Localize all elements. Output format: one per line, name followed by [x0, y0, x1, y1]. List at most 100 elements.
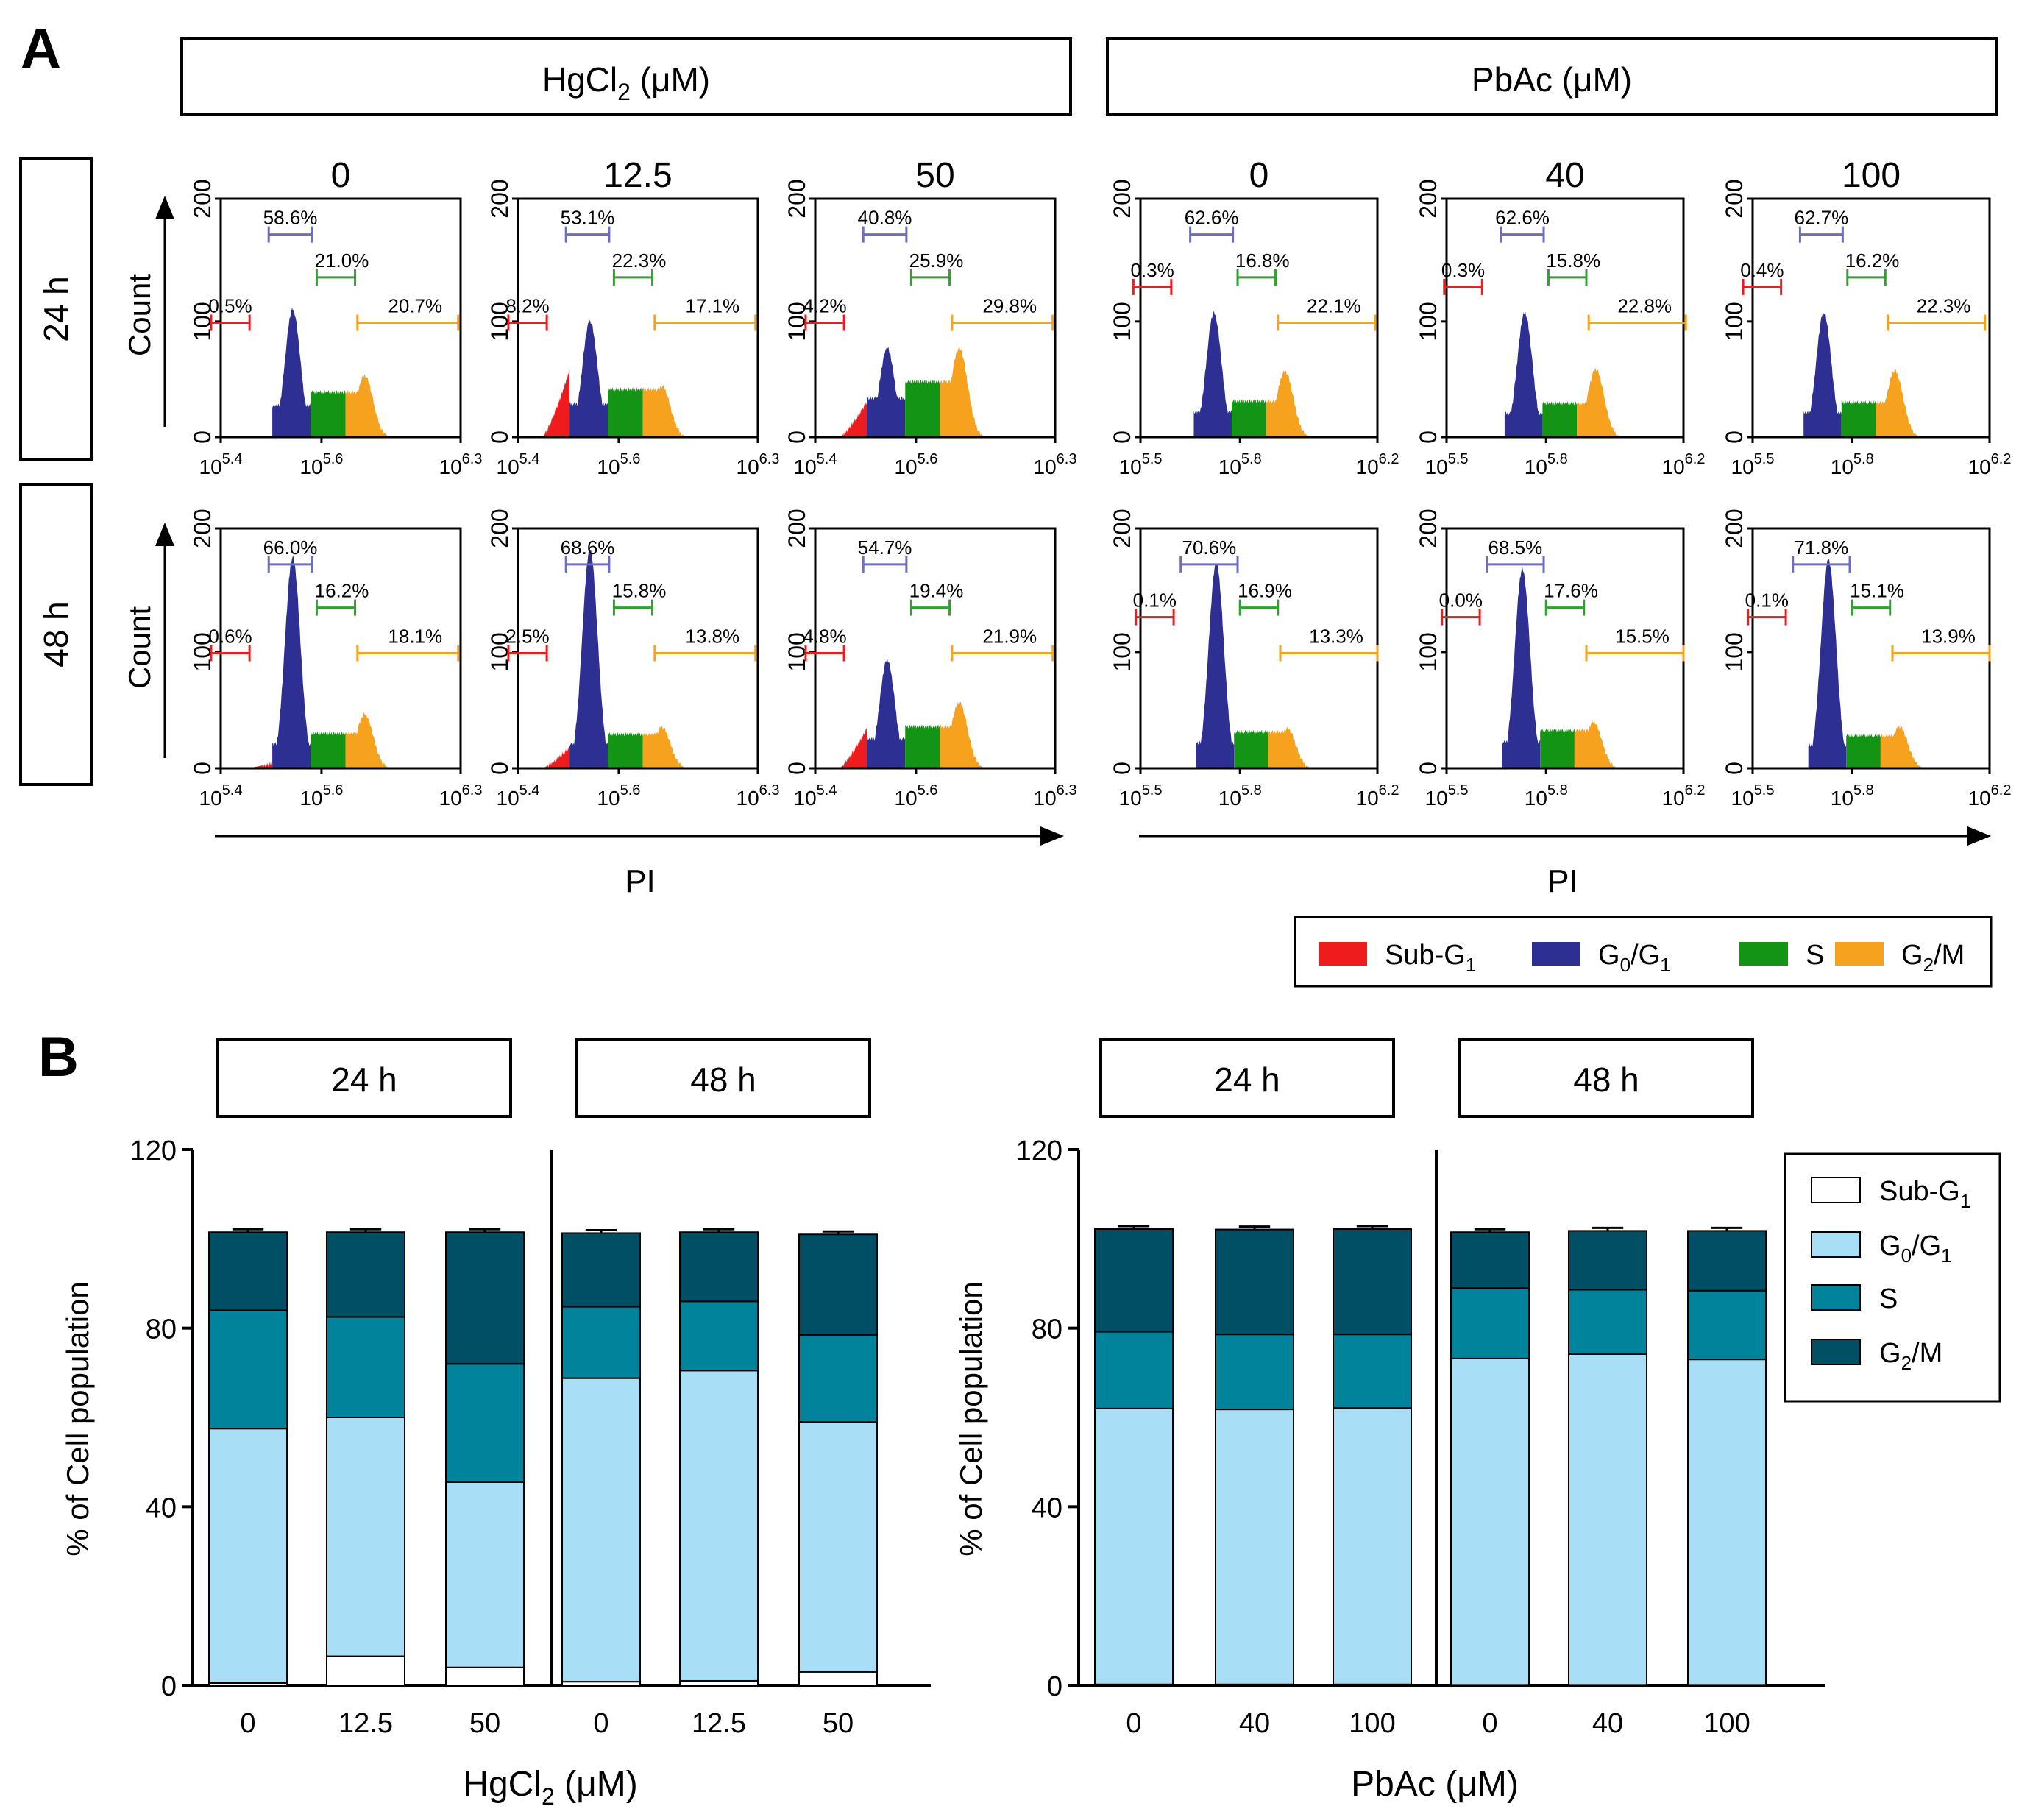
y-tick-label: 100 [1721, 302, 1747, 341]
hist-area-s [608, 732, 643, 768]
legend-item-s-swatch [1739, 942, 1788, 966]
bar-segment-g2m [1568, 1230, 1647, 1291]
bar-segment-s [1333, 1334, 1412, 1409]
x-tick-base: 10 [439, 456, 462, 478]
gate-percent-sub-g1: 0.6% [208, 626, 252, 648]
x-tick-label: 0 [240, 1708, 255, 1739]
x-tick-exponent: 5.4 [222, 451, 243, 467]
x-tick-base: 10 [1831, 456, 1853, 478]
x-tick-label: 105.8 [1831, 451, 1874, 478]
x-axis-title: PbAc (μM) [1351, 1765, 1519, 1804]
x-tick-label: 106.2 [1662, 782, 1706, 810]
legend-text: G [1598, 940, 1620, 971]
x-tick-base: 10 [1119, 456, 1142, 478]
bar-segment-g2m [1094, 1228, 1174, 1333]
bar-segment-g2m [798, 1233, 878, 1336]
x-tick-base: 10 [737, 456, 759, 478]
histogram-frame [1751, 197, 1991, 439]
bar-segment-g0g1-swatch [1811, 1231, 1861, 1258]
gate-percent-s: 16.2% [315, 580, 369, 602]
bar-segment-sub-g1-swatch [1811, 1177, 1861, 1203]
y-tick-label: 100 [1109, 632, 1135, 671]
x-axis-title: HgCl2 (μM) [463, 1765, 637, 1810]
gate-percent-s: 19.4% [909, 580, 964, 602]
x-tick-label: 105.8 [1525, 451, 1568, 478]
bar-segment-g0g1 [1450, 1357, 1530, 1686]
x-tick-base: 10 [299, 456, 322, 478]
legend-item-g2m-label: G2/M [1901, 940, 1965, 976]
time-header-label: 48 h [1573, 1061, 1639, 1099]
bar-segment-g0g1 [1687, 1359, 1767, 1686]
histogram-frame [1139, 197, 1379, 439]
hist-area-g2m [345, 712, 389, 768]
hist-area-s [1234, 729, 1268, 768]
bar-segment-g2m [1215, 1228, 1294, 1336]
x-tick-exponent: 5.6 [918, 782, 938, 799]
row-label: 48 h [37, 601, 75, 668]
legend-text: /G [1912, 1231, 1941, 1261]
hist-area-s [1846, 734, 1881, 768]
histogram-frame [1445, 197, 1685, 439]
x-tick-exponent: 5.6 [918, 451, 938, 467]
x-axis-title-unit: (μM) [1436, 1765, 1519, 1804]
bar-segment-g0g1 [1568, 1353, 1647, 1686]
legend-text: /M [1934, 940, 1965, 971]
bar-segment-s [679, 1300, 759, 1372]
y-tick-label: 0 [1109, 431, 1135, 444]
x-tick-base: 10 [1034, 787, 1057, 810]
gate-percent-g0g1: 71.8% [1795, 537, 1849, 559]
legend-text: /G [1631, 940, 1660, 971]
gate-percent-sub-g1: 8.2% [505, 294, 549, 316]
y-axis-label-count: Count [122, 274, 157, 356]
legend-subscript: 1 [1960, 1190, 1970, 1212]
group-header-box [180, 37, 1072, 116]
x-tick-label: 105.6 [597, 451, 640, 478]
y-tick-label: 80 [146, 1314, 177, 1345]
x-tick-exponent: 6.3 [759, 782, 780, 799]
bar-segment-g0g1 [561, 1377, 641, 1683]
hist-area-s [311, 390, 346, 437]
x-tick-label: 105.5 [1731, 782, 1775, 810]
histogram-frame [219, 197, 462, 439]
x-tick-base: 10 [1831, 787, 1853, 810]
gate-percent-g2m: 29.8% [982, 294, 1037, 316]
histogram-frame [517, 197, 759, 439]
hist-area-sub-g1 [542, 746, 570, 768]
x-tick-exponent: 5.8 [1241, 782, 1262, 799]
x-tick-label: 105.6 [597, 782, 640, 810]
bar-segment-g2m [561, 1232, 641, 1308]
x-tick-base: 10 [794, 787, 817, 810]
x-tick-base: 10 [199, 456, 222, 478]
y-tick-label: 0 [784, 762, 810, 775]
legend-text: G [1901, 940, 1923, 971]
gate-percent-g2m: 22.3% [1917, 294, 1971, 316]
x-axis-label-pi: PI [625, 863, 656, 899]
x-tick-label: 106.3 [737, 451, 780, 478]
x-axis-label-pi: PI [1547, 863, 1578, 899]
x-tick-base: 10 [597, 787, 620, 810]
x-tick-label: 105.6 [299, 782, 343, 810]
x-tick-label: 105.4 [794, 782, 837, 810]
y-tick-label: 100 [1415, 302, 1441, 341]
x-tick-label: 12.5 [338, 1708, 393, 1739]
gate-percent-s: 16.2% [1845, 249, 1900, 272]
gate-percent-s: 15.8% [1546, 249, 1600, 272]
x-tick-label: 105.6 [894, 782, 937, 810]
hist-area-g0g1 [867, 347, 906, 437]
gate-percent-g2m: 13.8% [685, 626, 739, 648]
x-tick-label: 105.4 [199, 782, 243, 810]
hist-area-g2m [1577, 368, 1620, 437]
x-axis-title-main: PbAc [1351, 1765, 1436, 1804]
histogram-frame [517, 527, 759, 770]
x-tick-base: 10 [1662, 787, 1685, 810]
x-tick-label: 40 [1239, 1708, 1270, 1739]
y-tick-label: 120 [130, 1136, 177, 1166]
x-tick-exponent: 5.5 [1754, 782, 1775, 799]
legend-subscript: 1 [1660, 954, 1670, 976]
legend-subscript: 1 [1466, 954, 1476, 976]
y-tick-label: 200 [1415, 179, 1441, 218]
gate-percent-g2m: 18.1% [388, 626, 442, 648]
bar-segment-s [1568, 1289, 1647, 1355]
